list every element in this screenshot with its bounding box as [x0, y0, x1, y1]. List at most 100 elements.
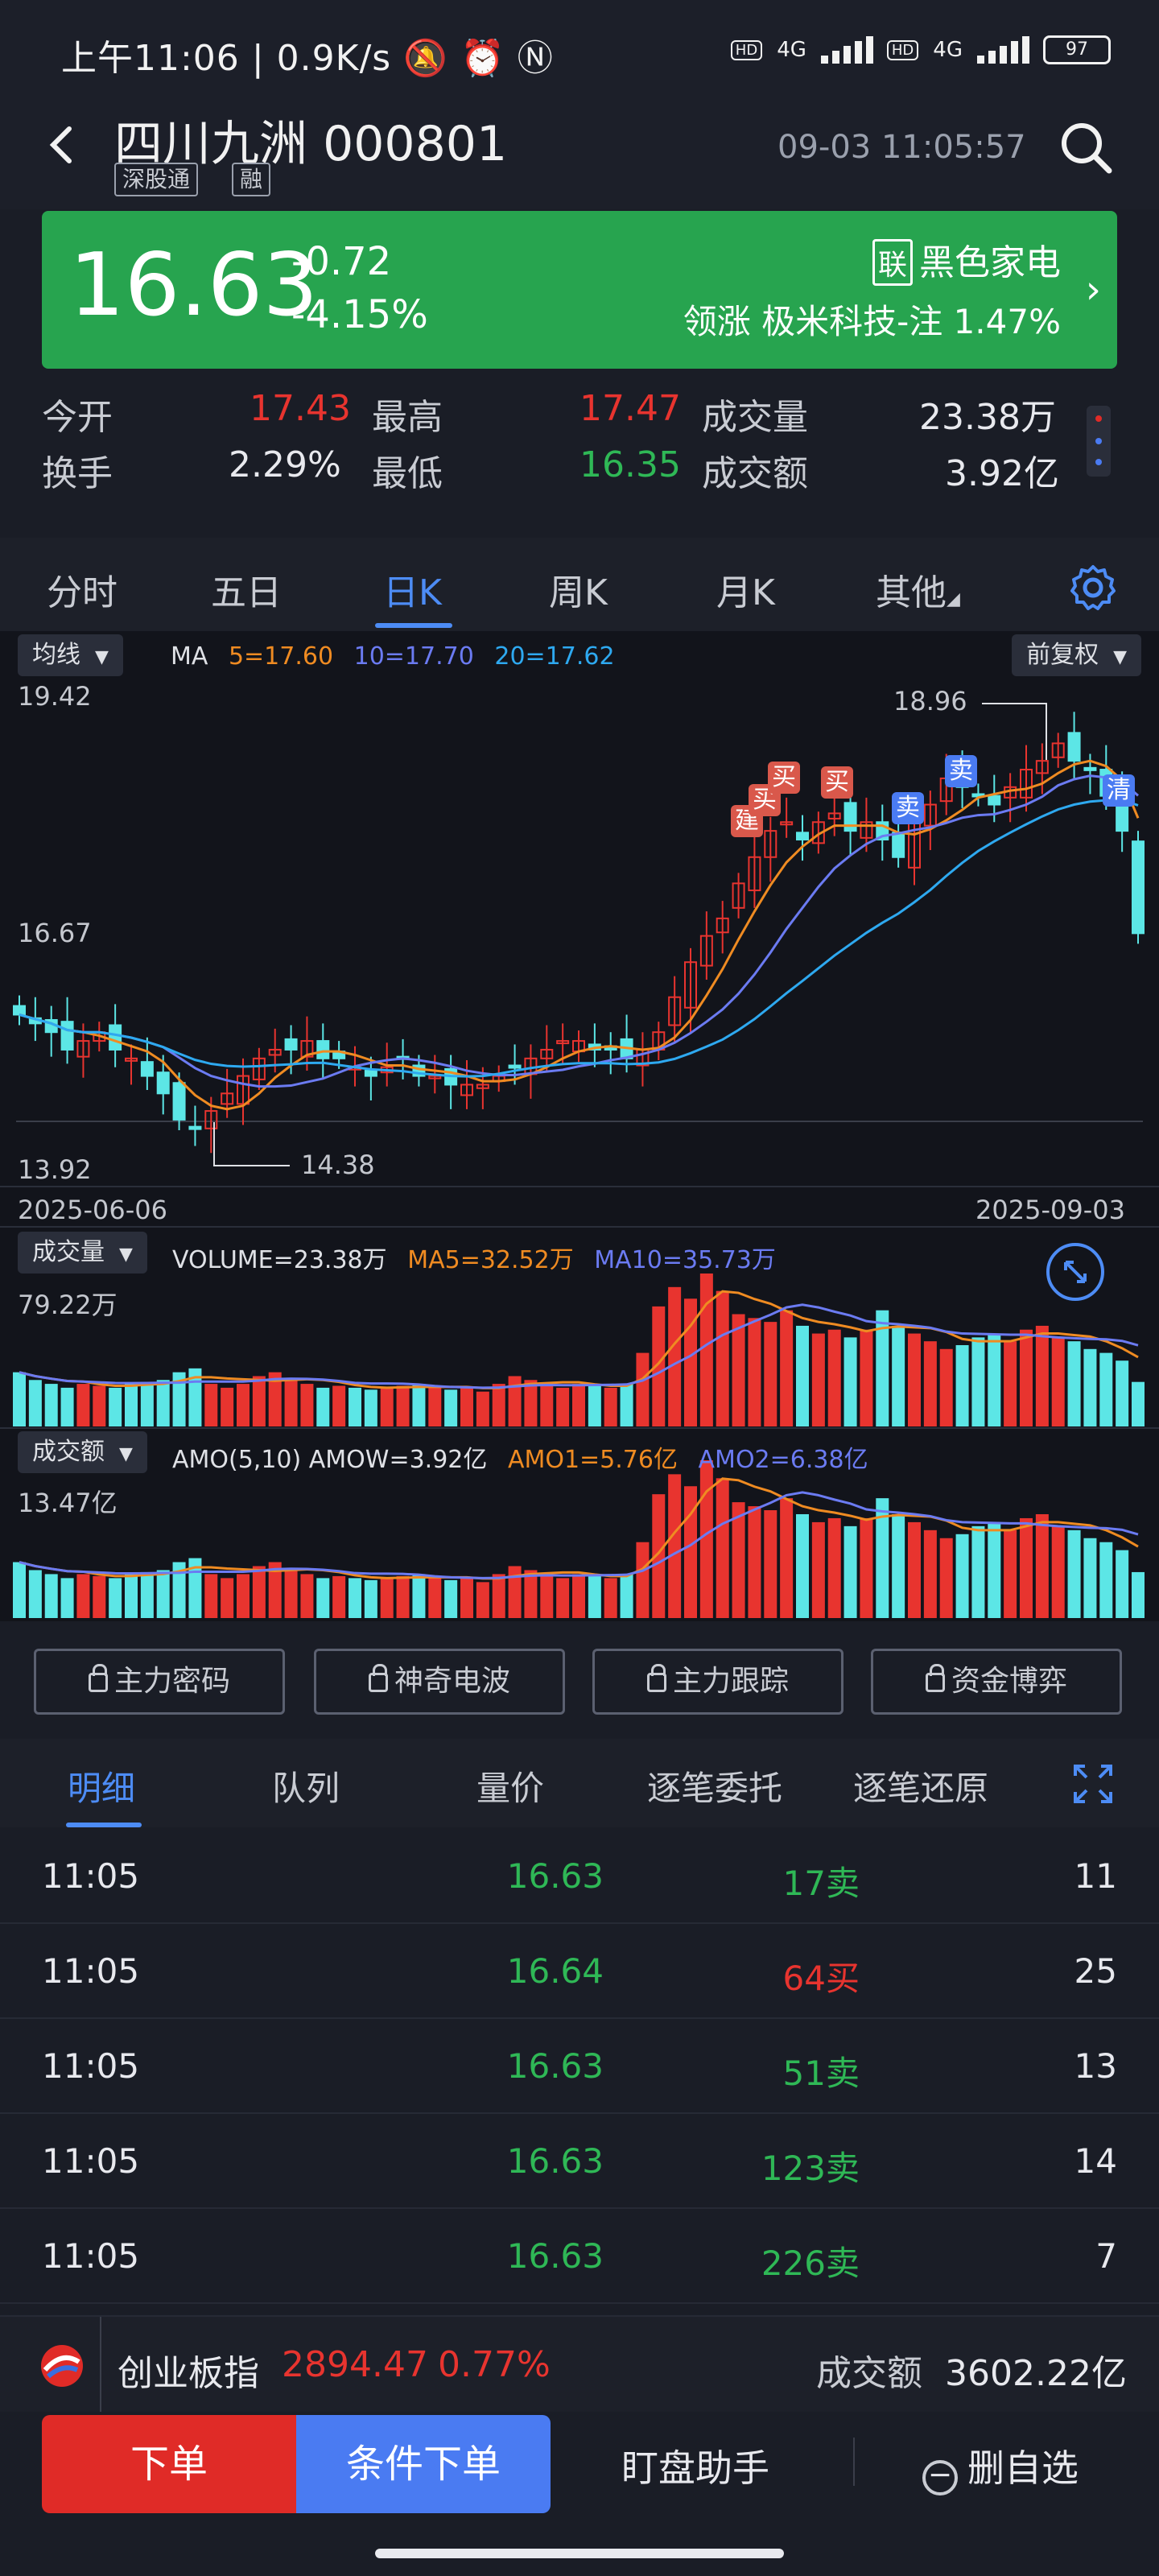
tab-weekly-k[interactable]: 周K: [549, 572, 608, 613]
gear-icon[interactable]: [1067, 562, 1119, 613]
adjust-select[interactable]: 前复权 ▼: [1012, 634, 1141, 676]
candle-body: [923, 803, 937, 827]
tab-other-label: 其他: [876, 572, 947, 613]
status-time: 上午11:06: [61, 38, 240, 79]
volume-bar: [508, 1376, 522, 1426]
main-force-track-button[interactable]: 主力跟踪: [592, 1649, 843, 1715]
candle-body: [140, 1061, 154, 1077]
amount-bar: [332, 1575, 346, 1618]
net-label-2: 4G: [933, 38, 963, 62]
volume-bar: [860, 1329, 873, 1426]
tab-monthly-k[interactable]: 月K: [716, 572, 775, 613]
amount-bar: [1020, 1517, 1033, 1618]
volume-bar: [588, 1385, 601, 1426]
amount-bar: [28, 1570, 42, 1618]
candle-body: [252, 1057, 266, 1080]
signal-clear: 清: [1103, 774, 1135, 807]
trade-time: 11:05: [42, 2141, 140, 2181]
more-menu-icon[interactable]: [1087, 406, 1111, 477]
tab-order-restore[interactable]: 逐笔还原: [853, 1769, 989, 1808]
tab-daily-k[interactable]: 日K: [383, 572, 442, 613]
trade-volume: 17卖: [782, 1864, 860, 1903]
lock-icon: [646, 1664, 666, 1692]
volume-select[interactable]: 成交量 ▼: [18, 1232, 147, 1274]
amount-bar: [843, 1525, 857, 1618]
amount-bar: [716, 1478, 729, 1618]
amount-value: 3.92亿: [945, 453, 1059, 494]
trade-time: 11:05: [42, 2236, 140, 2276]
tab-order-by-order[interactable]: 逐笔委托: [647, 1769, 783, 1808]
order-button[interactable]: 下单: [42, 2415, 296, 2513]
tab-intraday[interactable]: 分时: [47, 572, 118, 613]
trade-count: 7: [1095, 2236, 1117, 2276]
back-icon[interactable]: [39, 121, 87, 169]
lock-icon: [368, 1664, 388, 1692]
signal-icon: [820, 36, 873, 64]
volume-ma10: MA10=35.73万: [594, 1246, 776, 1274]
remove-watchlist-button[interactable]: − 删自选: [922, 2439, 1079, 2496]
amount-bar: [524, 1570, 538, 1618]
volume-bar: [668, 1286, 682, 1426]
index-bar[interactable]: 创业板指 2894.47 0.77% 成交额 3602.22亿: [0, 2315, 1159, 2413]
tab-volume-price[interactable]: 量价: [476, 1769, 545, 1808]
amount-select[interactable]: 成交额 ▼: [18, 1431, 147, 1473]
volume-bar: [1035, 1325, 1049, 1426]
candle-body: [988, 795, 1001, 806]
ma-select-label: 均线: [32, 641, 80, 669]
main-force-code-button[interactable]: 主力密码: [34, 1649, 285, 1715]
tab-other[interactable]: 其他◢: [876, 564, 960, 615]
index-logo-icon: [41, 2345, 83, 2387]
search-icon[interactable]: [1054, 116, 1119, 180]
tab-detail[interactable]: 明细: [68, 1769, 136, 1808]
amount-bar: [156, 1570, 170, 1618]
high-leader: [982, 703, 1047, 760]
amount-bar: [1083, 1538, 1097, 1618]
expand-chart-icon[interactable]: [1046, 1243, 1104, 1301]
tab-queue[interactable]: 队列: [272, 1769, 340, 1808]
lock-icon: [925, 1664, 945, 1692]
amount-bar: [556, 1578, 570, 1618]
ma10-line: [19, 774, 1139, 1088]
index-percent: 0.77%: [438, 2344, 551, 2385]
home-indicator[interactable]: [375, 2549, 784, 2558]
trade-price: 16.63: [506, 2141, 604, 2181]
candle-body: [508, 1064, 522, 1069]
price-banner[interactable]: 16.63 -0.72 -4.15% 联黑色家电 领涨 极米科技-注 1.47%…: [42, 211, 1117, 369]
amount-bar: [748, 1506, 761, 1618]
magic-wave-button[interactable]: 神奇电波: [314, 1649, 565, 1715]
amount-bar: [300, 1574, 314, 1618]
volume-bar: [109, 1387, 122, 1426]
volume-bar: [1051, 1337, 1065, 1426]
volume-bar: [827, 1329, 841, 1426]
capital-game-button[interactable]: 资金博弈: [871, 1649, 1122, 1715]
sector-link[interactable]: 联黑色家电: [872, 233, 1061, 286]
volume-bar: [156, 1380, 170, 1426]
trade-price: 16.63: [506, 2046, 604, 2086]
amount-amo2: AMO2=6.38亿: [698, 1446, 868, 1474]
volume-bar: [44, 1384, 58, 1426]
fullscreen-icon[interactable]: [1070, 1761, 1116, 1806]
amount-bar: [204, 1574, 218, 1618]
kline-chart[interactable]: 均线 ▼ MA 5=17.60 10=17.70 20=17.62 前复权 ▼ 19…: [0, 631, 1159, 1621]
watch-assistant-button[interactable]: 盯盘助手: [621, 2446, 769, 2490]
candle-body: [892, 832, 905, 858]
volume-bar: [221, 1387, 234, 1426]
amount-bar: [604, 1578, 617, 1618]
ma5-value: 5=17.60: [228, 642, 334, 671]
tag-margin: 融: [232, 163, 271, 196]
volume-value-label: VOLUME=23.38万: [172, 1246, 387, 1274]
trade-count: 11: [1074, 1856, 1117, 1896]
volume-bar: [93, 1385, 106, 1426]
ma-select[interactable]: 均线 ▼: [18, 634, 123, 676]
volume-bar: [332, 1385, 346, 1426]
candle-body: [1035, 760, 1049, 774]
hd-icon: HD: [730, 39, 763, 60]
amount-bar: [508, 1566, 522, 1618]
price-change: -0.72 -4.15%: [291, 235, 428, 341]
volume-bar: [396, 1385, 410, 1426]
volume-bar: [843, 1337, 857, 1426]
candle-body: [540, 1048, 554, 1059]
turnover-label: 换手: [42, 453, 113, 494]
tab-five-day[interactable]: 五日: [211, 572, 282, 613]
conditional-order-button[interactable]: 条件下单: [296, 2415, 551, 2513]
